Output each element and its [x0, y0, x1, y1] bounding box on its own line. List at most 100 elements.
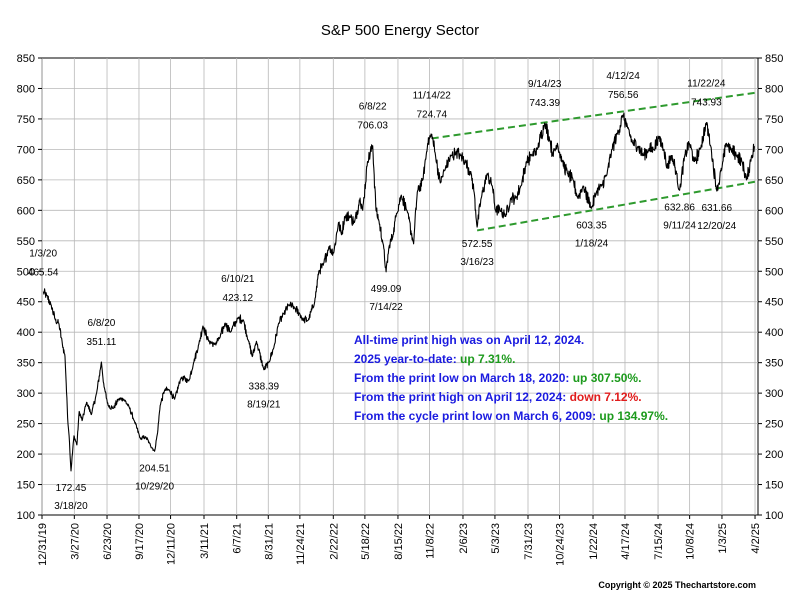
info-segment: down 7.12%.: [570, 390, 642, 404]
info-segment: up 307.50%.: [573, 371, 642, 385]
annotation-value: 632.86: [664, 202, 695, 213]
trendline: [476, 180, 756, 232]
chart-title: S&P 500 Energy Sector: [321, 22, 479, 39]
y-tick-label: 200: [17, 449, 35, 461]
annotation-value: 603.35: [576, 220, 607, 231]
annotation-value: 204.51: [139, 463, 170, 474]
y-tick-label: 400: [17, 327, 35, 339]
annotation-value: 499.09: [371, 284, 402, 295]
annotation-date: 3/16/23: [460, 257, 494, 268]
annotation-value: 743.93: [691, 98, 722, 109]
y-tick-label: 700: [17, 144, 35, 156]
x-tick-label: 11/24/21: [295, 523, 307, 565]
y-tick-label: 550: [17, 236, 35, 248]
annotation-value: 572.55: [462, 239, 493, 250]
price-series: [42, 112, 756, 472]
annotation-date: 6/8/20: [88, 318, 116, 329]
x-tick-label: 1/3/25: [717, 523, 729, 554]
annotation-date: 9/11/24: [663, 220, 696, 231]
y-tick-label: 500: [17, 266, 35, 278]
annotation-value: 756.56: [608, 90, 639, 101]
info-segment: From the print low on March 18, 2020:: [354, 371, 573, 385]
x-tick-label: 10/24/23: [555, 523, 567, 566]
info-segment: up 7.31%.: [460, 352, 515, 366]
annotation-value: 465.54: [28, 267, 59, 278]
y-tick-label: 800: [17, 83, 35, 95]
y-tick-label: 300: [17, 388, 35, 400]
y-tick-label: 850: [765, 53, 783, 65]
annotation-value: 423.12: [223, 293, 254, 304]
annotation-date: 1/18/24: [575, 238, 609, 249]
x-tick-label: 11/8/22: [425, 523, 437, 559]
x-tick-label: 6/23/20: [102, 523, 114, 560]
info-segment: From the print high on April 12, 2024:: [354, 390, 570, 404]
annotation-date: 6/8/22: [359, 102, 387, 113]
x-axis: 12/31/19 3/27/20 6/23/20 9/17/20 12/11/20 3/1…: [37, 515, 762, 566]
y-tick-label: 800: [765, 83, 783, 95]
y-tick-label: 450: [17, 297, 35, 309]
annotation-date: 10/29/20: [135, 481, 174, 492]
x-tick-label: 4/17/24: [620, 523, 632, 560]
copyright-text: Copyright © 2025 Thechartstore.com: [598, 580, 756, 590]
y-tick-label: 850: [17, 53, 35, 65]
gridlines: [41, 58, 758, 515]
info-line: From the print high on April 12, 2024: d…: [354, 390, 642, 404]
y-axis-right: 100 150 200 250 300 350 400 450 500 550 600 650 700 7…: [758, 53, 783, 522]
annotation-value: 338.39: [249, 382, 280, 393]
annotation-value: 743.39: [529, 98, 560, 109]
price-line: [42, 112, 756, 472]
info-line: 2025 year-to-date: up 7.31%.: [354, 352, 515, 366]
annotation-date: 12/20/24: [697, 221, 736, 232]
y-tick-label: 200: [765, 449, 783, 461]
x-tick-label: 6/7/21: [232, 523, 244, 554]
info-line: From the cycle print low on March 6, 200…: [354, 409, 668, 423]
annotation-value: 172.45: [56, 483, 87, 494]
x-tick-label: 5/18/22: [360, 523, 372, 560]
x-tick-label: 8/15/22: [393, 523, 405, 560]
annotation-value: 724.74: [416, 109, 447, 120]
x-tick-label: 1/22/24: [588, 523, 600, 560]
trendline-channel: [431, 91, 756, 232]
y-tick-label: 300: [765, 388, 783, 400]
y-tick-label: 450: [765, 297, 783, 309]
annotation-value: 631.66: [701, 203, 732, 214]
info-box: All-time print high was on April 12, 202…: [354, 333, 668, 423]
y-tick-label: 600: [17, 205, 35, 217]
plot-area: [41, 57, 759, 516]
y-tick-label: 550: [765, 236, 783, 248]
x-tick-label: 5/3/23: [490, 523, 502, 554]
x-tick-label: 3/11/21: [199, 523, 211, 559]
y-tick-label: 250: [765, 419, 783, 431]
info-line: All-time print high was on April 12, 202…: [354, 333, 584, 347]
y-tick-label: 100: [765, 510, 783, 522]
annotation-date: 4/12/24: [606, 71, 640, 82]
y-tick-label: 750: [17, 114, 35, 126]
info-segment: From the cycle print low on March 6, 200…: [354, 409, 599, 423]
y-tick-label: 600: [765, 205, 783, 217]
x-tick-label: 3/27/20: [69, 523, 81, 560]
info-line: From the print low on March 18, 2020: up…: [354, 371, 641, 385]
x-tick-label: 12/11/20: [166, 523, 178, 565]
info-segment: 2025 year-to-date:: [354, 352, 460, 366]
x-tick-label: 7/31/23: [523, 523, 535, 560]
x-tick-label: 10/8/24: [685, 523, 697, 560]
y-tick-label: 350: [17, 358, 35, 370]
x-tick-label: 7/15/24: [653, 523, 665, 560]
y-tick-label: 500: [765, 266, 783, 278]
x-tick-label: 4/2/25: [750, 523, 762, 554]
y-tick-label: 100: [17, 510, 35, 522]
y-tick-label: 750: [765, 114, 783, 126]
x-tick-label: 2/6/23: [458, 523, 470, 554]
y-axis-left: 100 150 200 250 300 350 400 450 500 550 600 650 700 7…: [17, 53, 42, 522]
y-tick-label: 650: [17, 175, 35, 187]
y-tick-label: 150: [765, 480, 783, 492]
y-tick-label: 700: [765, 144, 783, 156]
x-tick-label: 2/22/22: [328, 523, 340, 560]
annotation-date: 3/18/20: [54, 501, 88, 512]
x-tick-label: 9/17/20: [134, 523, 146, 560]
x-tick-label: 12/31/19: [37, 523, 49, 566]
info-segment: up 134.97%.: [599, 409, 668, 423]
annotation-date: 11/22/24: [687, 79, 726, 90]
